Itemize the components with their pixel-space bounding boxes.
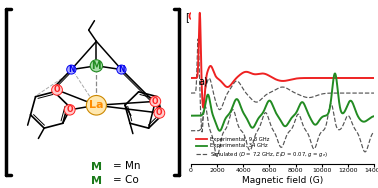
Text: N: N	[68, 65, 74, 74]
Circle shape	[86, 96, 107, 115]
Text: O: O	[54, 85, 60, 94]
Text: N: N	[118, 65, 125, 74]
Text: = Mn: = Mn	[113, 161, 140, 171]
Text: Tf]: Tf]	[190, 12, 203, 22]
X-axis label: Magnetic field (G): Magnetic field (G)	[242, 176, 323, 185]
Text: O: O	[187, 12, 196, 22]
Text: M: M	[91, 61, 101, 71]
Circle shape	[90, 60, 102, 72]
Circle shape	[117, 65, 126, 74]
Text: O: O	[156, 108, 163, 118]
Text: $\mathbf{M}$: $\mathbf{M}$	[90, 160, 102, 172]
Circle shape	[52, 85, 62, 95]
Text: $\mathbf{M}$: $\mathbf{M}$	[90, 174, 102, 186]
Text: = Co: = Co	[113, 174, 138, 185]
Text: O: O	[152, 97, 159, 106]
Circle shape	[150, 96, 161, 107]
Text: La: La	[89, 100, 104, 110]
Legend: Experimental, 9.8 GHz, Experimental, 34 GHz, Simulated ($D$ = 7.2 GHz, $E$/$D$ =: Experimental, 9.8 GHz, Experimental, 34 …	[194, 135, 330, 161]
Text: [: [	[185, 12, 189, 22]
Text: 2: 2	[195, 16, 200, 25]
Text: a): a)	[198, 77, 208, 86]
Circle shape	[67, 65, 76, 74]
Circle shape	[64, 105, 75, 115]
Text: O: O	[67, 105, 73, 114]
Circle shape	[154, 108, 165, 118]
